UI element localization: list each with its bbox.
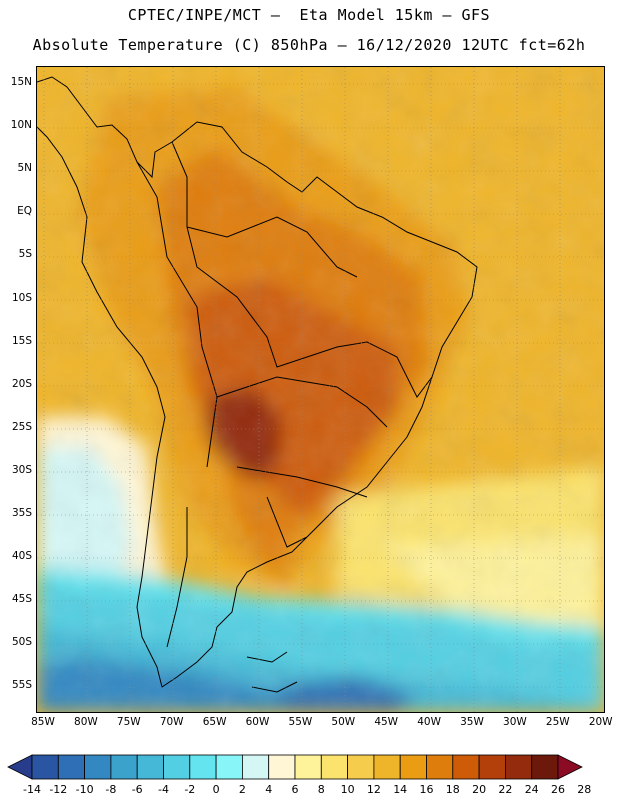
lat-label: 55S [11,679,32,692]
colorbar-swatch [320,754,348,780]
colorbar-swatch [136,754,164,780]
lon-label: 55W [288,716,313,728]
colorbar-label: 10 [340,783,355,796]
colorbar-label: 4 [265,783,273,796]
colorbar-swatch [504,754,533,780]
lat-label: 20S [11,377,32,390]
colorbar-swatch [110,754,138,780]
colorbar-swatch [373,754,401,780]
colorbar-swatch [452,754,480,780]
lon-label: 35W [460,716,484,728]
colorbar-label: -6 [131,783,143,796]
colorbar-label: -10 [75,783,94,796]
colorbar [0,752,618,792]
colorbar-swatch [241,754,270,780]
colorbar-label: 2 [238,783,246,796]
colorbar-swatch [31,754,59,780]
colorbar-label: -14 [23,783,41,796]
colorbar-label: 20 [472,783,487,796]
lon-label: 80W [74,716,98,728]
lon-label: 85W [31,716,55,728]
lat-label: 10S [11,291,32,304]
colorbar-label: -4 [158,783,169,796]
lat-label: 40S [11,550,32,563]
map-canvas [37,67,604,712]
lat-label: 15N [10,76,32,88]
colorbar-swatch [57,754,85,780]
colorbar-swatch [399,754,427,780]
lat-label: 45S [11,593,32,606]
colorbar-label: -2 [184,783,196,796]
colorbar-label: 24 [524,783,539,796]
temperature-map[interactable] [36,66,605,713]
colorbar-label: 28 [577,783,592,796]
graticule [37,67,604,712]
colorbar-label: -8 [105,783,117,796]
lon-label: 70W [159,716,184,728]
lon-label: 20W [588,716,613,728]
colorbar-label: 26 [551,783,565,796]
title-line-2: Absolute Temperature (C) 850hPa – 16/12/… [32,36,586,54]
colorbar-swatch [189,754,217,780]
lon-label: 75W [116,716,141,728]
colorbar-label: 14 [393,783,408,796]
lon-label: 60W [245,716,270,728]
lat-label: 5S [18,248,32,261]
lat-label: 5N [17,162,32,175]
colorbar-max-arrow [557,754,583,780]
lat-label: 35S [11,507,32,519]
lon-label: 65W [202,716,227,728]
colorbar-swatch [347,754,375,780]
lon-label: 25W [545,716,570,728]
coastlines [37,76,478,693]
lat-label: 10N [10,119,32,132]
colorbar-swatch [268,754,296,780]
colorbar-swatch [163,754,191,780]
lat-label: 50S [11,636,32,649]
colorbar-label: 22 [498,783,513,796]
lat-label: 30S [11,463,32,476]
lat-label: EQ [17,205,32,218]
colorbar-label: 8 [317,783,325,796]
colorbar-svg [7,754,583,780]
colorbar-min-arrow [7,754,33,780]
colorbar-label: 16 [419,783,434,796]
colorbar-swatch [531,754,559,780]
colorbar-label: 0 [212,783,220,796]
colorbar-swatch [294,754,322,780]
colorbar-swatch [426,754,454,780]
colorbar-swatch [478,754,506,780]
lon-label: 50W [331,716,356,728]
lon-label: 30W [503,716,527,728]
temperature-field [37,67,604,712]
colorbar-swatch [215,754,243,780]
lon-label: 40W [417,716,441,728]
lon-label: 45W [374,716,399,728]
colorbar-swatch [84,754,112,780]
colorbar-label: 18 [445,783,460,796]
lat-label: 25S [11,420,32,433]
lat-label: 15S [11,334,32,347]
title-line-1: CPTEC/INPE/MCT – Eta Model 15km – GFS [127,6,491,24]
colorbar-label: 6 [291,783,299,796]
colorbar-label: 12 [366,783,381,796]
colorbar-label: -12 [49,783,68,796]
